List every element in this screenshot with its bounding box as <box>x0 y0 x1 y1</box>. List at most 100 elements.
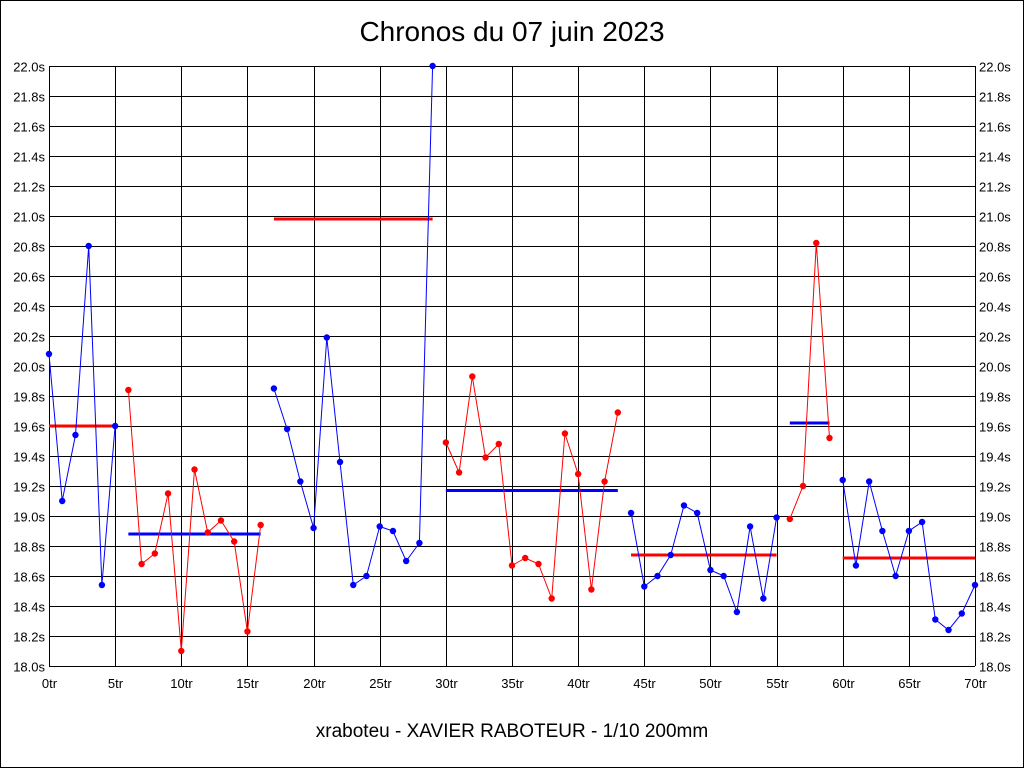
series-line <box>127 389 262 652</box>
series-line <box>273 65 434 586</box>
data-point <box>111 422 119 430</box>
y-tick-label: 18.4s <box>979 600 1011 615</box>
data-point <box>217 517 225 524</box>
y-tick-label: 20.0s <box>979 360 1011 375</box>
data-point <box>416 539 423 547</box>
data-point <box>548 595 555 602</box>
x-tick-label: 65tr <box>898 676 921 691</box>
y-tick-label: 20.4s <box>13 300 45 315</box>
data-point <box>389 527 397 535</box>
y-tick-label: 18.2s <box>13 630 45 645</box>
data-point <box>231 538 238 545</box>
data-point <box>905 527 913 535</box>
data-point <box>680 502 688 509</box>
data-point <box>892 572 899 580</box>
x-tick-label: 45tr <box>633 676 656 691</box>
data-point <box>813 239 820 247</box>
x-tick-label: 60tr <box>832 676 855 691</box>
y-tick-label: 19.0s <box>13 510 45 525</box>
y-tick-label: 22.0s <box>979 60 1011 75</box>
data-point <box>654 572 661 580</box>
x-tick-label: 0tr <box>42 676 58 691</box>
data-point <box>336 458 344 466</box>
data-point <box>707 566 714 574</box>
data-point <box>852 562 860 569</box>
y-tick-label: 20.4s <box>979 300 1011 315</box>
data-point <box>826 434 833 442</box>
y-tick-label: 19.2s <box>13 480 45 495</box>
y-tick-label: 18.4s <box>13 600 45 615</box>
data-point <box>297 478 304 485</box>
data-point <box>508 562 516 569</box>
data-point <box>191 466 198 473</box>
series-line <box>842 479 976 631</box>
data-point <box>561 430 569 437</box>
data-point <box>786 515 793 523</box>
x-tick-label: 40tr <box>567 676 590 691</box>
data-point <box>455 469 463 476</box>
data-point <box>164 490 172 497</box>
grid-lines <box>49 66 976 667</box>
data-point <box>773 514 780 521</box>
y-tick-label: 21.0s <box>979 210 1011 225</box>
x-tick-label: 55tr <box>766 676 789 691</box>
data-point <box>125 386 132 394</box>
data-point <box>98 581 106 589</box>
y-tick-label: 18.0s <box>979 660 1011 675</box>
series-line <box>789 242 830 520</box>
y-tick-label: 18.6s <box>979 570 1011 585</box>
data-point <box>574 470 582 478</box>
data-point <box>535 560 542 568</box>
y-tick-label: 21.2s <box>979 180 1011 195</box>
data-point <box>799 482 807 490</box>
data-point <box>601 478 608 485</box>
data-point <box>971 581 979 589</box>
y-tick-label: 18.8s <box>979 540 1011 555</box>
data-point <box>945 626 952 634</box>
y-tick-label: 20.6s <box>979 270 1011 285</box>
data-point <box>482 454 489 461</box>
y-tick-labels-right: 18.0s 18.2s 18.4s 18.6s 18.8s 19.0s 19.2s 19.4s… <box>979 60 1011 675</box>
y-tick-label: 21.6s <box>979 120 1011 135</box>
data-point <box>442 439 450 446</box>
data-point <box>614 409 622 416</box>
data-point <box>376 523 383 530</box>
y-tick-label: 19.6s <box>13 420 45 435</box>
y-tick-label: 19.2s <box>979 480 1011 495</box>
y-tick-label: 18.0s <box>13 660 45 675</box>
y-tick-label: 21.4s <box>13 150 45 165</box>
data-point <box>667 551 674 559</box>
y-tick-label: 19.0s <box>979 510 1011 525</box>
y-tick-label: 20.8s <box>13 240 45 255</box>
y-tick-label: 19.8s <box>979 390 1011 405</box>
data-point <box>151 550 159 557</box>
data-point <box>760 595 767 602</box>
data-point <box>45 350 53 358</box>
data-point <box>85 242 92 250</box>
data-point <box>694 509 701 517</box>
y-tick-label: 21.8s <box>979 90 1011 105</box>
y-tick-label: 20.2s <box>13 330 45 345</box>
y-tick-label: 20.6s <box>13 270 45 285</box>
data-point <box>350 581 357 589</box>
y-tick-label: 22.0s <box>13 60 45 75</box>
data-point <box>588 586 595 593</box>
y-tick-label: 18.2s <box>979 630 1011 645</box>
data-point <box>746 523 754 530</box>
y-tick-label: 19.6s <box>979 420 1011 435</box>
average-lines <box>49 217 975 560</box>
data-point <box>839 476 846 484</box>
data-point <box>879 527 886 535</box>
data-point <box>244 628 251 635</box>
y-tick-label: 20.0s <box>13 360 45 375</box>
data-point <box>522 554 529 562</box>
data-point <box>257 521 264 529</box>
y-tick-label: 21.6s <box>13 120 45 135</box>
data-point <box>72 431 79 439</box>
data-point <box>958 610 965 617</box>
data-point <box>402 557 410 565</box>
data-point <box>932 616 939 623</box>
x-tick-label: 20tr <box>303 676 326 691</box>
x-tick-label: 70tr <box>964 676 987 691</box>
